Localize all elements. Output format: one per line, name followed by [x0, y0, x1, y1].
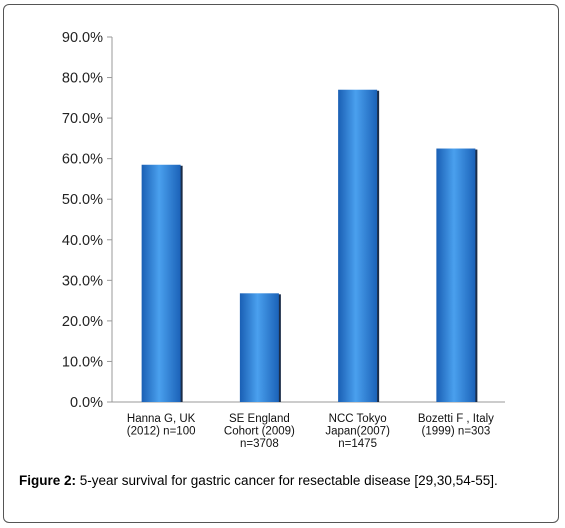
- y-tick-label: 80.0%: [62, 71, 103, 87]
- bar: [141, 164, 181, 402]
- bar-chart: 0.0% 10.0% 20.0% 30.0% 40.0% 50.0% 60.0% 70.0% 8…: [62, 30, 505, 450]
- x-tick-label: n=1475: [338, 438, 377, 450]
- y-tick-label: 50.0%: [62, 192, 103, 208]
- y-tick-label: 60.0%: [62, 152, 103, 168]
- x-tick-label: Hanna G, UK: [127, 413, 196, 425]
- y-tick-label: 90.0%: [62, 30, 103, 46]
- y-tick-label: 30.0%: [62, 273, 103, 289]
- x-axis-labels: Hanna G, UK(2012) n=100 SE EnglandCohort …: [127, 413, 494, 450]
- x-tick-label: (1999) n=303: [422, 426, 491, 438]
- figure-caption: Figure 2: 5-year survival for gastric ca…: [19, 472, 549, 489]
- y-tick-label: 40.0%: [62, 233, 103, 249]
- bars: [141, 89, 478, 402]
- y-tick-label: 70.0%: [62, 111, 103, 127]
- bar: [239, 293, 279, 402]
- y-tick-label: 20.0%: [62, 314, 103, 330]
- bar: [338, 89, 378, 402]
- x-tick-label: n=3708: [240, 438, 279, 450]
- x-tick-label: SE England: [229, 413, 290, 425]
- x-tick-label: (2012) n=100: [127, 426, 196, 438]
- y-tick-label: 10.0%: [62, 354, 103, 370]
- x-tick-label: NCC Tokyo: [329, 413, 387, 425]
- x-tick-label: Cohort (2009): [224, 426, 295, 438]
- x-tick-label: Bozetti F , Italy: [418, 413, 494, 425]
- bar: [436, 148, 476, 402]
- caption-text: 5-year survival for gastric cancer for r…: [76, 473, 498, 488]
- x-tick-label: Japan(2007): [325, 426, 390, 438]
- y-tick-label: 0.0%: [70, 395, 103, 411]
- y-axis-ticks: 0.0% 10.0% 20.0% 30.0% 40.0% 50.0% 60.0% 70.0% 8…: [62, 30, 112, 411]
- caption-label: Figure 2:: [19, 473, 77, 488]
